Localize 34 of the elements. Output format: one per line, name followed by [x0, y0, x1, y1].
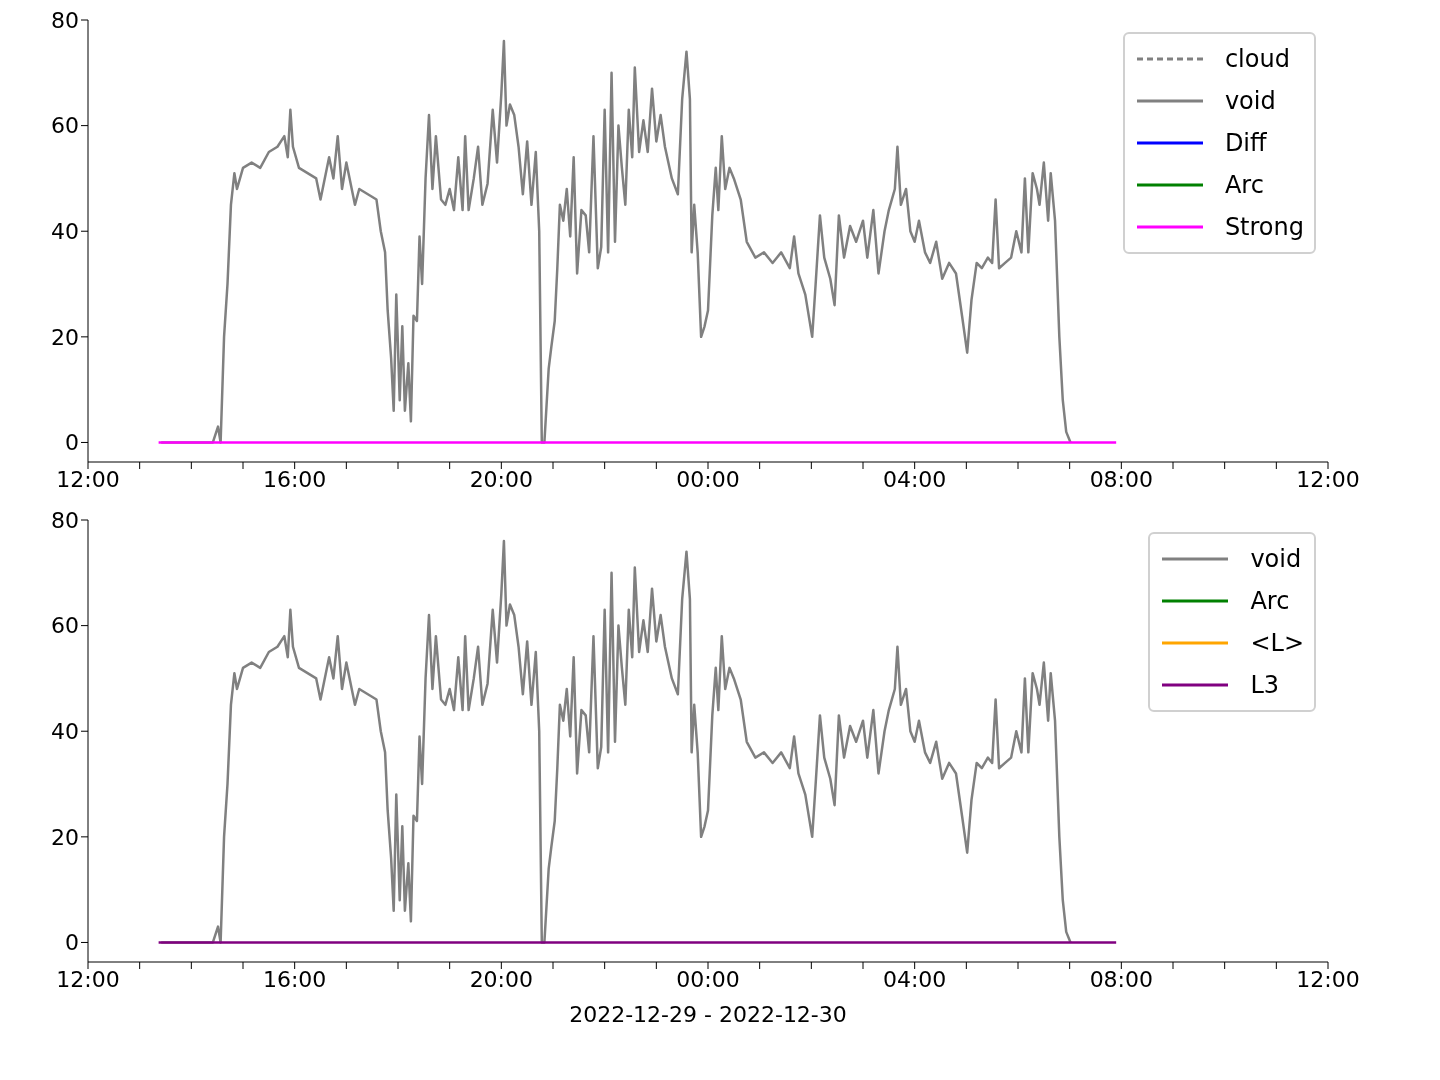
x-axis-title: 2022-12-29 - 2022-12-30: [569, 1001, 847, 1027]
x-tick-label: 12:00: [56, 466, 120, 492]
x-tick-label: 08:00: [1089, 466, 1154, 492]
y-tick-label: 60: [51, 613, 79, 639]
y-tick-label: 20: [51, 824, 79, 850]
legend-label: <L>: [1250, 629, 1304, 657]
legend-label: void: [1224, 87, 1276, 115]
x-tick-label: 00:00: [676, 466, 740, 492]
x-tick-label: 08:00: [1089, 966, 1154, 992]
x-tick-label: 16:00: [262, 466, 327, 492]
legend-label: void: [1250, 545, 1302, 573]
y-tick-label: 80: [51, 7, 79, 33]
y-tick-label: 0: [65, 930, 79, 956]
y-tick-label: 40: [51, 719, 79, 745]
y-tick-label: 60: [51, 113, 79, 139]
x-tick-label: 04:00: [882, 466, 947, 492]
legend-label: Strong: [1224, 213, 1304, 241]
x-tick-label: 12:00: [1296, 966, 1360, 992]
y-tick-label: 0: [65, 430, 79, 456]
y-tick-label: 20: [51, 324, 79, 350]
x-tick-label: 12:00: [1296, 466, 1360, 492]
legend-label: cloud: [1224, 45, 1290, 73]
y-tick-label: 80: [51, 507, 79, 533]
x-tick-label: 20:00: [469, 966, 534, 992]
x-tick-label: 00:00: [676, 966, 740, 992]
legend-label: Arc: [1224, 171, 1264, 199]
y-tick-label: 40: [51, 219, 79, 245]
legend-label: L3: [1250, 671, 1280, 699]
x-tick-label: 12:00: [56, 966, 120, 992]
legend-label: Diff: [1224, 129, 1267, 157]
x-tick-label: 16:00: [262, 966, 327, 992]
x-tick-label: 04:00: [882, 966, 947, 992]
legend-label: Arc: [1250, 587, 1290, 615]
x-tick-label: 20:00: [469, 466, 534, 492]
